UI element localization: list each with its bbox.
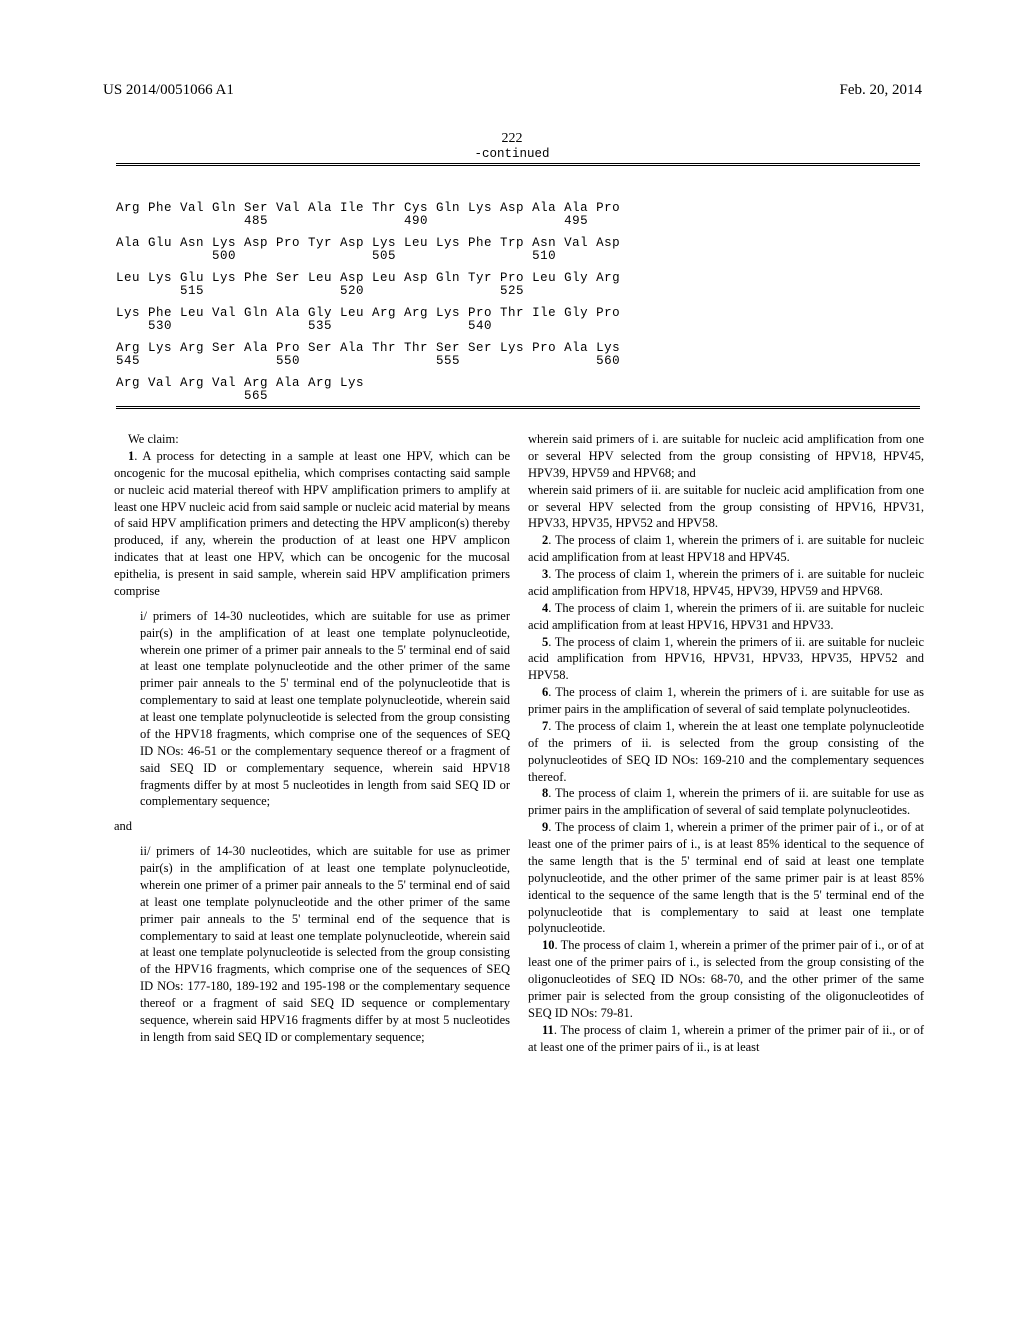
claim-text: The process of claim 1, wherein a primer… (528, 820, 924, 935)
sequence-aa-row: Leu Lys Glu Lys Phe Ser Leu Asp Leu Asp … (116, 272, 922, 285)
we-claim: We claim: (114, 431, 510, 448)
sequence-rule-top (116, 163, 920, 164)
claim-8: 8. The process of claim 1, wherein the p… (528, 785, 924, 819)
claim-number: 9 (542, 820, 548, 834)
claim-1-ii: ii/ primers of 14-30 nucleotides, which … (114, 843, 510, 1046)
sequence-listing: Arg Phe Val Gln Ser Val Ala Ile Thr Cys … (116, 202, 922, 402)
claim-text: The process of claim 1, wherein the prim… (528, 601, 924, 632)
claim-9: 9. The process of claim 1, wherein a pri… (528, 819, 924, 937)
sequence-num-row: 500 505 510 (116, 250, 922, 263)
claim-text: The process of claim 1, wherein a primer… (528, 1023, 924, 1054)
sequence-aa-row: Lys Phe Leu Val Gln Ala Gly Leu Arg Arg … (116, 307, 922, 320)
claim-4: 4. The process of claim 1, wherein the p… (528, 600, 924, 634)
claim-text: The process of claim 1, wherein the prim… (528, 685, 924, 716)
publication-date: Feb. 20, 2014 (840, 82, 923, 99)
sequence-rule-bottom-thin (116, 406, 920, 407)
claim-1-wherein2: wherein said primers of ii. are suitable… (528, 482, 924, 533)
claim-1-i: i/ primers of 14-30 nucleotides, which a… (114, 608, 510, 811)
claim-10: 10. The process of claim 1, wherein a pr… (528, 937, 924, 1021)
column-left: We claim: 1. A process for detecting in … (114, 431, 510, 1055)
sequence-aa-row: Ala Glu Asn Lys Asp Pro Tyr Asp Lys Leu … (116, 237, 922, 250)
claim-number: 8 (542, 786, 548, 800)
publication-number: US 2014/0051066 A1 (103, 82, 234, 99)
claims-columns: We claim: 1. A process for detecting in … (114, 431, 924, 1055)
claim-1-text: A process for detecting in a sample at l… (114, 449, 510, 598)
claim-text: The process of claim 1, wherein the prim… (528, 533, 924, 564)
claim-1-and: and (114, 818, 510, 835)
sequence-continued-label: -continued (0, 147, 1024, 161)
claim-number: 1 (128, 449, 134, 463)
claim-1-wherein1: wherein said primers of i. are suitable … (528, 431, 924, 482)
claim-number: 6 (542, 685, 548, 699)
claim-number: 3 (542, 567, 548, 581)
claim-3: 3. The process of claim 1, wherein the p… (528, 566, 924, 600)
claim-1: 1. A process for detecting in a sample a… (114, 448, 510, 600)
claim-5: 5. The process of claim 1, wherein the p… (528, 634, 924, 685)
sequence-aa-row: Arg Lys Arg Ser Ala Pro Ser Ala Thr Thr … (116, 342, 922, 355)
claim-number: 10 (542, 938, 555, 952)
claim-number: 2 (542, 533, 548, 547)
claim-6: 6. The process of claim 1, wherein the p… (528, 684, 924, 718)
page-number: 222 (0, 131, 1024, 147)
claim-2: 2. The process of claim 1, wherein the p… (528, 532, 924, 566)
claim-11: 11. The process of claim 1, wherein a pr… (528, 1022, 924, 1056)
claim-text: The process of claim 1, wherein the prim… (528, 567, 924, 598)
claim-text: The process of claim 1, wherein the prim… (528, 786, 924, 817)
page-header: US 2014/0051066 A1 Feb. 20, 2014 (0, 0, 1024, 99)
sequence-num-row: 545 550 555 560 (116, 355, 922, 368)
claim-number: 11 (542, 1023, 554, 1037)
sequence-num-row: 485 490 495 (116, 215, 922, 228)
sequence-num-row: 515 520 525 (116, 285, 922, 298)
claim-number: 4 (542, 601, 548, 615)
claim-text: The process of claim 1, wherein the at l… (528, 719, 924, 784)
sequence-aa-row: Arg Phe Val Gln Ser Val Ala Ile Thr Cys … (116, 202, 922, 215)
claim-text: The process of claim 1, wherein a primer… (528, 938, 924, 1020)
column-right: wherein said primers of i. are suitable … (528, 431, 924, 1055)
claim-number: 7 (542, 719, 548, 733)
sequence-rule-bottom-thick (116, 408, 920, 409)
sequence-num-row: 530 535 540 (116, 320, 922, 333)
sequence-rule-thin (116, 165, 920, 166)
sequence-aa-row: Arg Val Arg Val Arg Ala Arg Lys (116, 377, 922, 390)
claim-text: The process of claim 1, wherein the prim… (528, 635, 924, 683)
sequence-num-row: 565 (116, 390, 922, 403)
claim-7: 7. The process of claim 1, wherein the a… (528, 718, 924, 786)
claim-number: 5 (542, 635, 548, 649)
